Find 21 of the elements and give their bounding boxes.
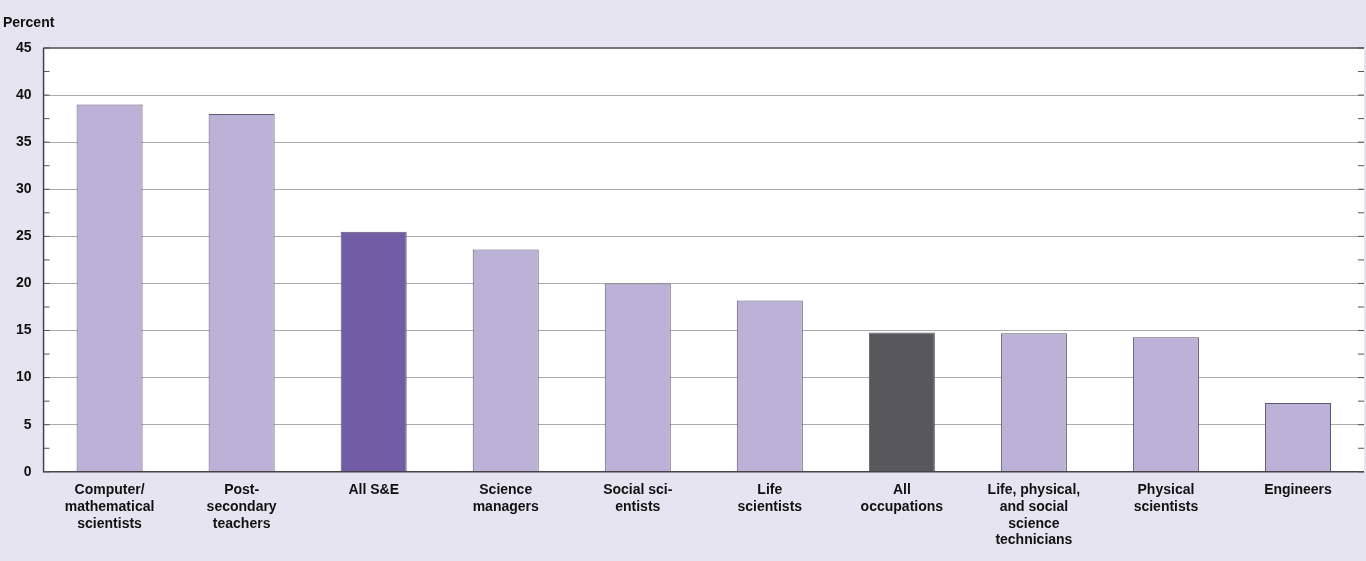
y-tick-label: 30 [15, 180, 32, 197]
y-tick-label: 40 [15, 85, 32, 102]
x-tick-label: All occupations [860, 481, 944, 514]
y-tick-label: 5 [23, 415, 32, 432]
x-tick-label: All S&E [348, 481, 399, 498]
y-tick-label: 25 [15, 227, 32, 244]
x-tick-label: Science managers [472, 481, 539, 514]
x-tick-label: Computer/ mathematical scientists [64, 481, 155, 531]
y-tick-label: 0 [23, 462, 32, 479]
y-tick-label: 35 [15, 133, 32, 150]
y-tick-label: 15 [15, 321, 32, 338]
y-tick-label: 45 [15, 38, 32, 55]
x-tick-label: Post- secondary teachers [206, 481, 277, 531]
y-tick-label: 10 [15, 368, 32, 385]
x-tick-label: Engineers [1264, 481, 1333, 498]
y-axis-title: Percent [3, 14, 55, 30]
x-tick-label: Life, physical, and social science technicians [987, 481, 1081, 548]
y-tick-label: 20 [15, 274, 32, 291]
x-tick-label: Life scientists [737, 481, 803, 514]
x-tick-label: Physical scientists [1133, 481, 1199, 514]
x-tick-label: Social sci- entists [603, 481, 673, 514]
